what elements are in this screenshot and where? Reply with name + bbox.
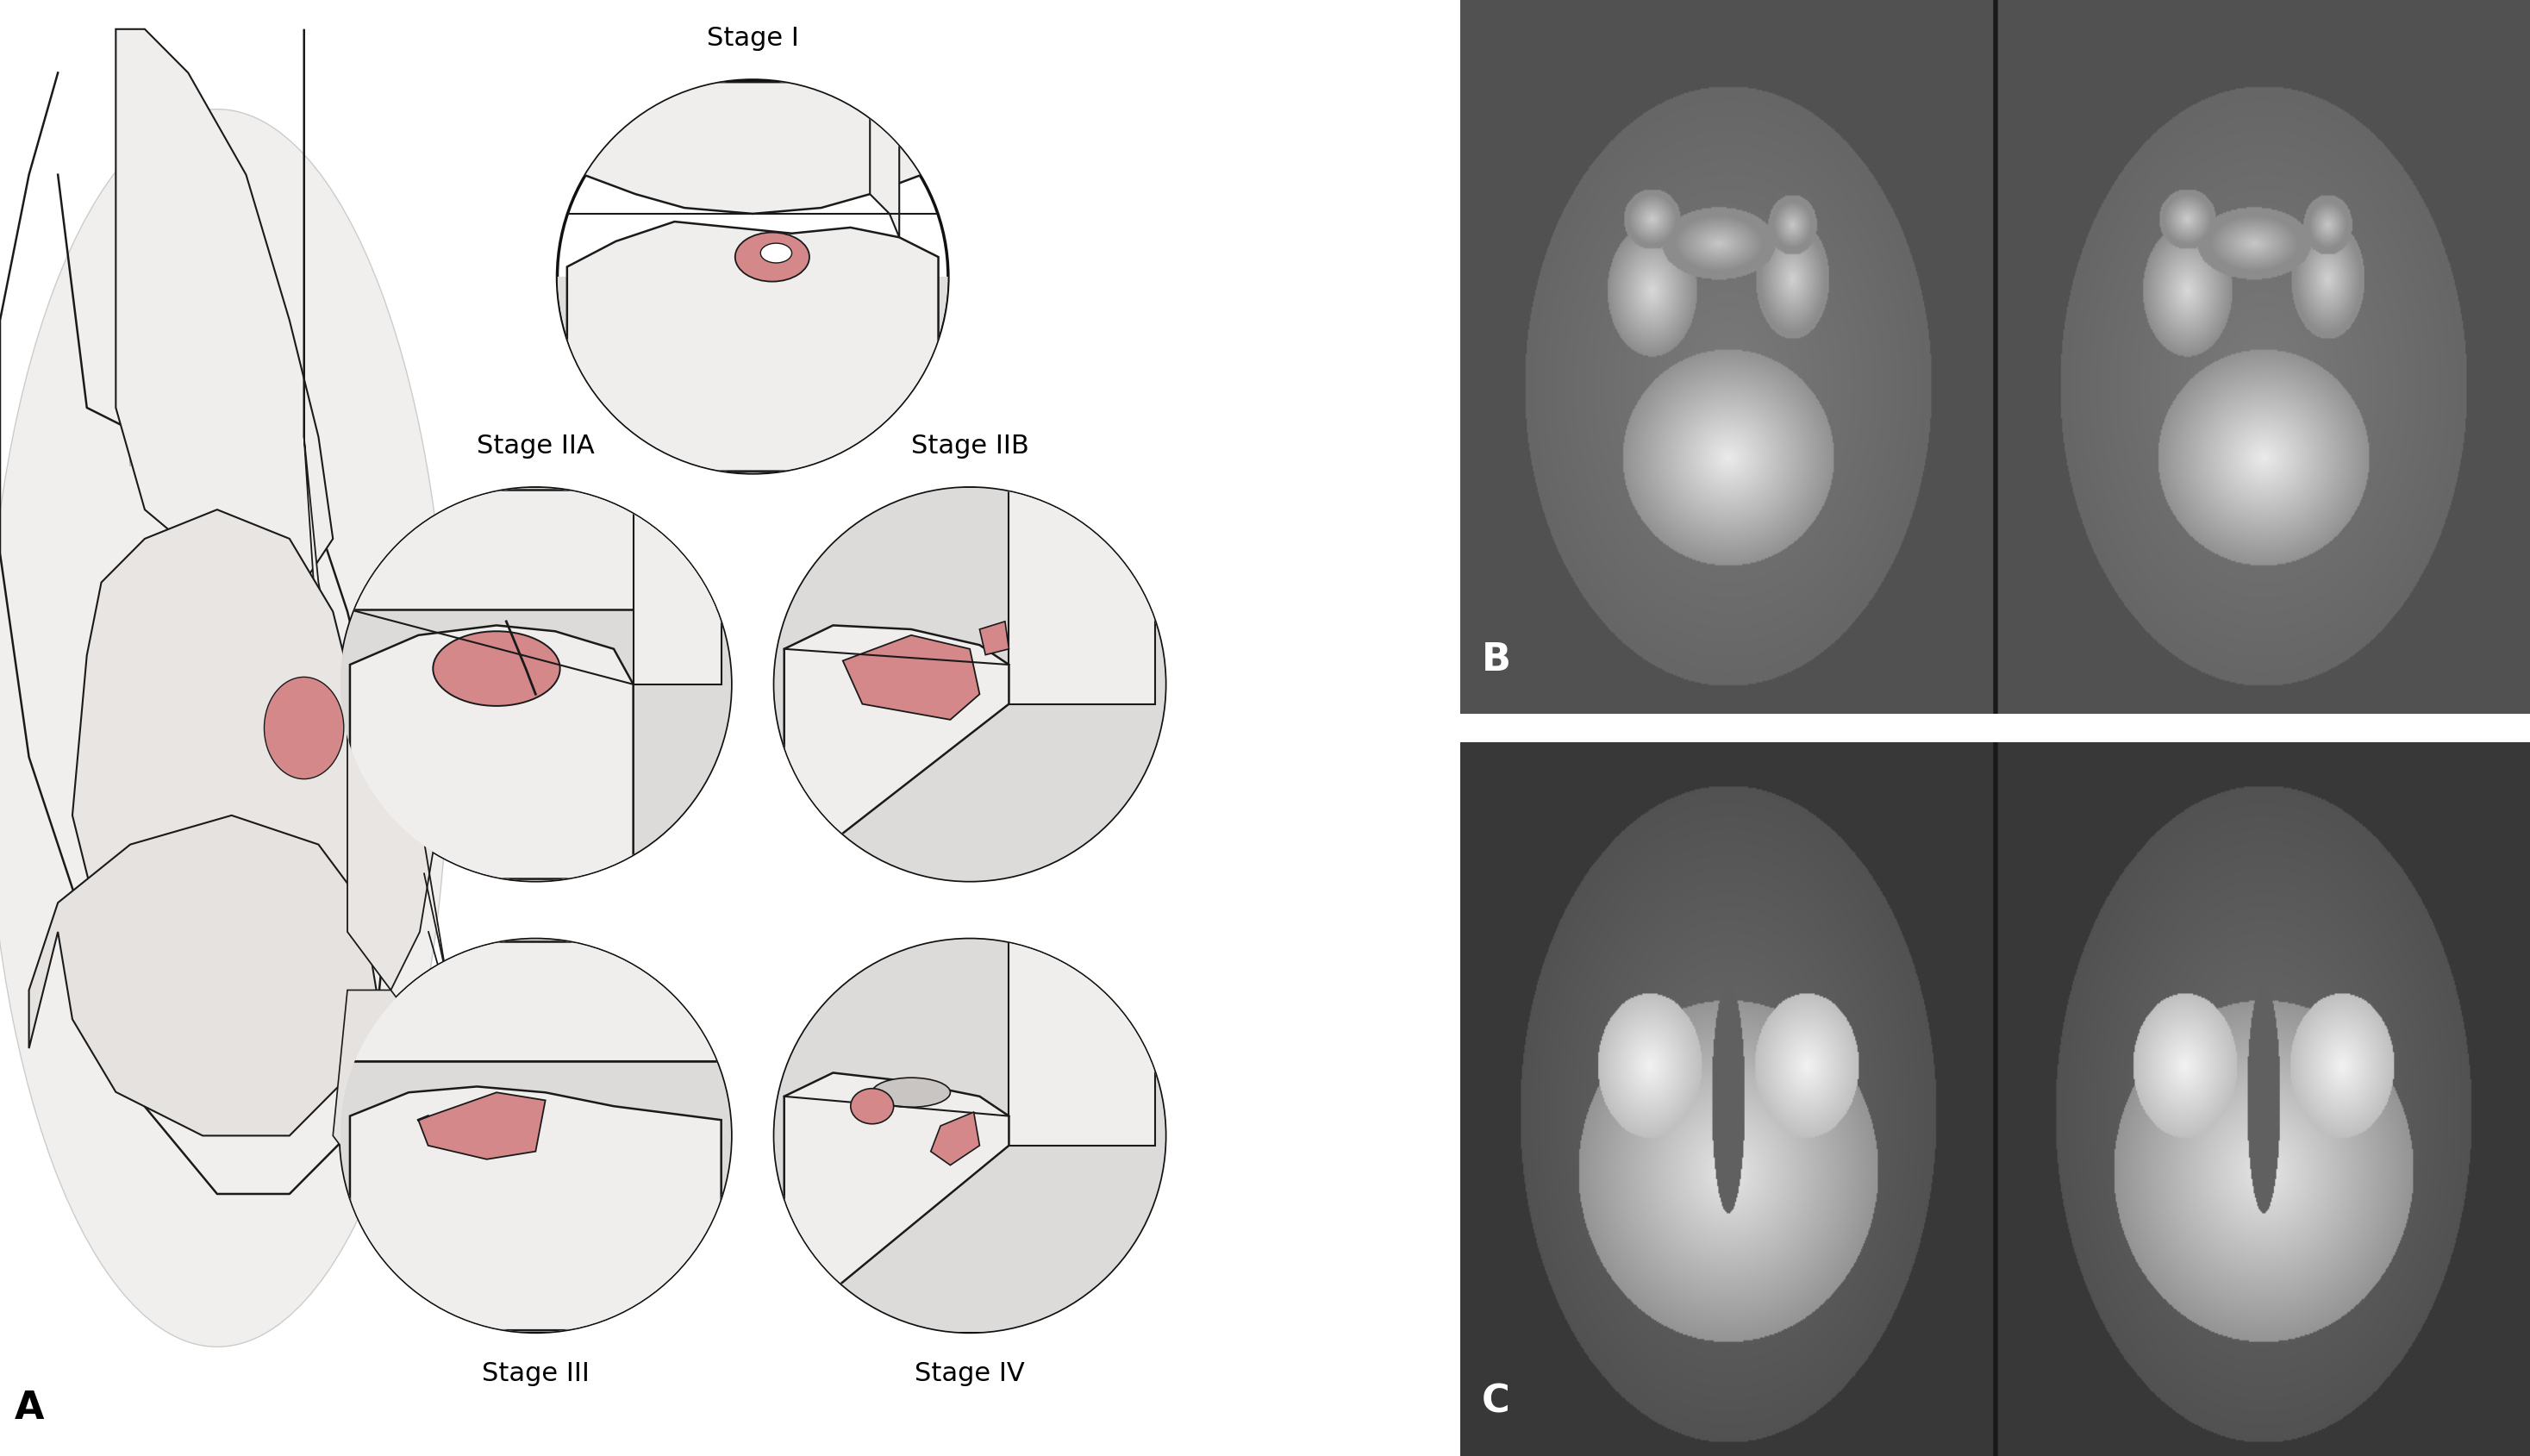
Ellipse shape: [873, 1077, 951, 1107]
Bar: [774, 939, 1166, 1332]
Polygon shape: [784, 626, 1009, 879]
Text: C: C: [1483, 1383, 1510, 1420]
Polygon shape: [28, 815, 377, 1136]
Polygon shape: [979, 622, 1009, 655]
Ellipse shape: [850, 1089, 893, 1124]
Polygon shape: [349, 489, 721, 610]
Circle shape: [774, 939, 1166, 1332]
Polygon shape: [842, 635, 979, 719]
Text: A: A: [15, 1390, 43, 1427]
Text: Stage IIB: Stage IIB: [911, 434, 1030, 459]
Polygon shape: [1009, 489, 1156, 703]
Polygon shape: [931, 1112, 979, 1165]
Polygon shape: [632, 489, 721, 684]
Circle shape: [339, 939, 731, 1332]
Polygon shape: [870, 82, 898, 237]
Text: Stage IIA: Stage IIA: [476, 434, 595, 459]
Text: Stage IV: Stage IV: [916, 1361, 1025, 1386]
Text: Stage III: Stage III: [481, 1361, 589, 1386]
Polygon shape: [349, 1086, 721, 1331]
Ellipse shape: [762, 243, 792, 264]
Ellipse shape: [736, 233, 810, 281]
Bar: [339, 488, 731, 881]
Polygon shape: [567, 221, 939, 472]
Circle shape: [339, 488, 731, 881]
Text: B: B: [1483, 641, 1510, 678]
Ellipse shape: [433, 632, 559, 706]
Wedge shape: [557, 277, 949, 473]
Bar: [774, 488, 1166, 881]
Polygon shape: [349, 941, 721, 1061]
Text: Stage I: Stage I: [706, 26, 799, 51]
Polygon shape: [116, 29, 334, 582]
Polygon shape: [784, 1073, 1009, 1331]
Polygon shape: [349, 626, 632, 879]
Circle shape: [774, 488, 1166, 881]
Polygon shape: [73, 510, 377, 1048]
Polygon shape: [567, 82, 939, 214]
Polygon shape: [347, 699, 435, 990]
Polygon shape: [304, 29, 362, 946]
Polygon shape: [417, 1092, 546, 1159]
Polygon shape: [1009, 941, 1156, 1146]
Ellipse shape: [0, 109, 448, 1347]
Ellipse shape: [263, 677, 344, 779]
Bar: [339, 939, 731, 1332]
Polygon shape: [334, 990, 448, 1194]
Circle shape: [557, 80, 949, 473]
